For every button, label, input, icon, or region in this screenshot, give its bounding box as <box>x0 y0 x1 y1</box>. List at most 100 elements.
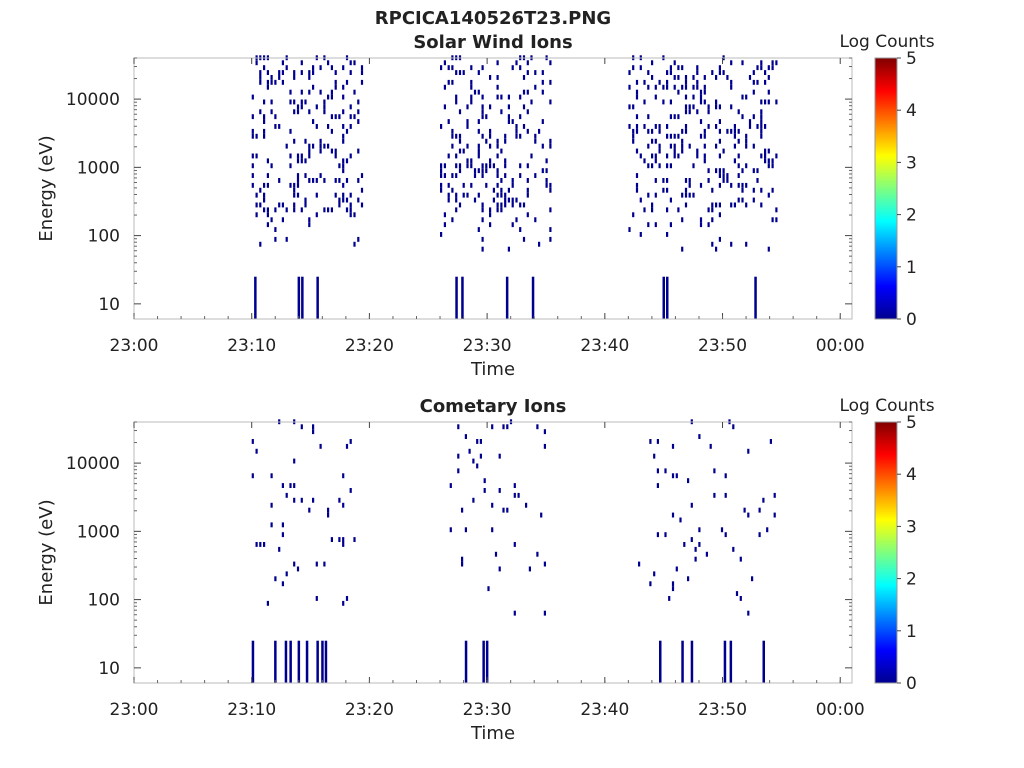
panel-title: Cometary Ions <box>420 396 567 417</box>
data-cell <box>666 163 669 169</box>
data-cell <box>643 99 646 105</box>
data-cell <box>699 119 703 124</box>
data-cell <box>360 65 364 71</box>
data-cell <box>549 143 552 149</box>
data-cell <box>771 217 774 223</box>
data-cell <box>729 640 733 683</box>
data-cell <box>349 439 352 444</box>
data-cell <box>323 109 326 115</box>
data-cell <box>681 640 684 683</box>
data-cell <box>443 163 446 169</box>
data-cell <box>703 143 706 149</box>
data-cell <box>462 148 465 154</box>
data-cell <box>251 439 254 444</box>
data-cell <box>733 143 736 149</box>
data-cell <box>489 104 492 110</box>
data-cell <box>270 522 273 528</box>
data-cell <box>255 542 258 547</box>
data-cell <box>477 192 480 198</box>
x-tick-label: 23:20 <box>345 700 394 720</box>
data-cell <box>464 434 467 439</box>
data-cell <box>718 128 721 134</box>
data-cell <box>745 133 748 139</box>
data-cell <box>263 119 266 124</box>
data-cell <box>500 202 503 208</box>
data-cell <box>635 128 639 134</box>
data-cell <box>349 192 352 198</box>
data-cell <box>485 168 488 174</box>
data-cell <box>688 192 691 198</box>
colorbar <box>874 421 898 684</box>
data-cell <box>319 65 322 71</box>
data-cell <box>669 99 672 105</box>
data-cell <box>315 192 318 198</box>
data-cell <box>718 236 721 242</box>
data-cell <box>342 65 345 71</box>
data-cell <box>308 153 311 159</box>
data-cell <box>300 70 303 75</box>
data-cell <box>545 182 548 188</box>
data-cell <box>449 527 452 533</box>
data-cell <box>639 153 642 159</box>
data-cell <box>696 148 699 154</box>
data-cell <box>528 566 531 572</box>
data-cell <box>327 207 330 213</box>
data-cell <box>718 202 721 208</box>
data-cell <box>690 537 693 542</box>
data-cell <box>349 104 352 110</box>
data-cell <box>342 192 345 198</box>
data-cell <box>289 640 292 683</box>
data-cell <box>711 187 714 193</box>
data-cell <box>255 153 258 159</box>
data-cell <box>718 153 721 159</box>
data-cell <box>259 202 262 208</box>
data-cell <box>360 70 364 75</box>
data-cell <box>289 153 292 159</box>
data-cell <box>489 128 492 134</box>
data-cell <box>259 241 262 247</box>
x-tick-label: 23:40 <box>580 700 629 720</box>
data-cell <box>671 581 675 587</box>
data-cell <box>748 75 752 80</box>
data-cell <box>684 75 688 80</box>
data-cell <box>669 143 672 149</box>
data-cell <box>300 60 303 66</box>
data-cell <box>349 114 352 120</box>
data-cell <box>507 94 510 100</box>
data-cell <box>327 512 330 518</box>
data-cell <box>519 133 522 139</box>
data-cell <box>696 70 699 75</box>
data-cell <box>270 217 273 223</box>
data-cell <box>549 60 552 66</box>
data-cell <box>489 143 492 149</box>
data-cell <box>692 84 695 90</box>
data-cell <box>534 138 537 144</box>
data-cell <box>647 114 650 120</box>
data-cell <box>543 429 546 435</box>
data-cell <box>530 153 533 159</box>
data-cell <box>673 153 676 159</box>
data-cell <box>526 163 529 169</box>
data-cell <box>274 207 277 213</box>
data-cell <box>319 138 322 144</box>
data-cell <box>342 163 345 169</box>
data-cell <box>703 75 706 80</box>
data-cell <box>673 75 676 80</box>
data-cell <box>656 483 659 488</box>
data-cell <box>715 168 718 174</box>
data-cell <box>699 94 703 100</box>
data-cell <box>285 492 288 498</box>
data-cell <box>775 153 778 159</box>
data-cell <box>466 192 469 198</box>
data-cell <box>534 173 537 178</box>
data-cell <box>330 65 333 71</box>
data-cell <box>451 217 454 223</box>
data-cell <box>632 104 635 110</box>
data-cell <box>345 207 349 213</box>
data-cell <box>647 84 650 90</box>
data-cell <box>549 99 552 105</box>
data-cell <box>281 70 284 75</box>
data-cell <box>718 104 721 110</box>
data-cell <box>274 79 277 85</box>
